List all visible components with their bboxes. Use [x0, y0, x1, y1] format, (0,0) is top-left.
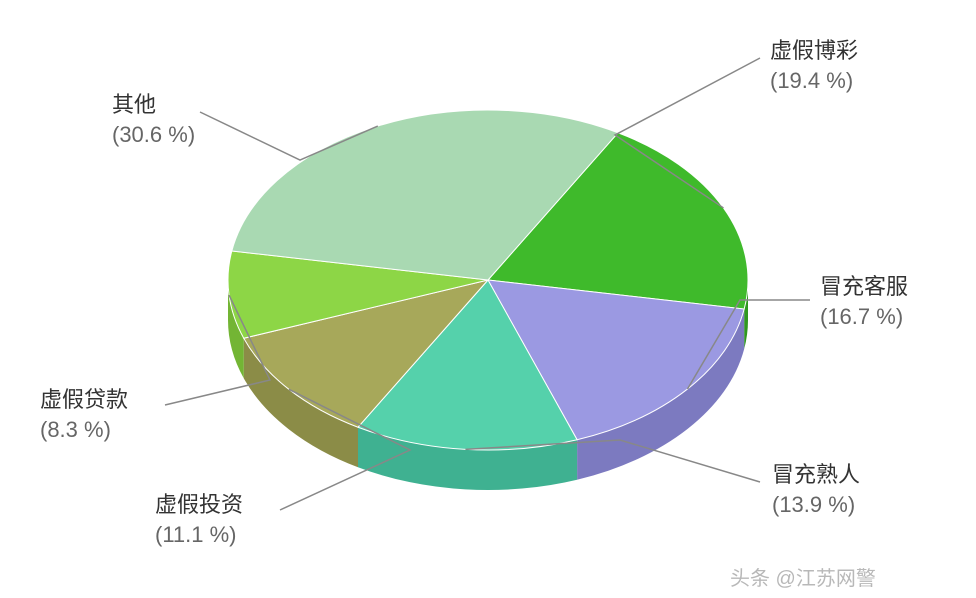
slice-label-name: 虚假博彩 — [770, 36, 858, 66]
slice-label-name: 冒充客服 — [820, 272, 908, 302]
slice-label-pct: (13.9 %) — [772, 490, 860, 520]
slice-label: 其他(30.6 %) — [112, 90, 195, 149]
slice-label-name: 虚假投资 — [155, 490, 243, 520]
slice-label: 虚假投资(11.1 %) — [155, 490, 243, 549]
slice-label-pct: (8.3 %) — [40, 415, 128, 445]
slice-label-name: 其他 — [112, 90, 195, 120]
slice-label-name: 虚假贷款 — [40, 385, 128, 415]
slice-label-pct: (19.4 %) — [770, 66, 858, 96]
slice-label-pct: (11.1 %) — [155, 520, 243, 550]
slice-label: 虚假贷款(8.3 %) — [40, 385, 128, 444]
pie-chart-3d: 虚假博彩(19.4 %) 冒充客服(16.7 %) 冒充熟人(13.9 %) 虚假投资… — [0, 0, 976, 598]
slice-label: 冒充客服(16.7 %) — [820, 272, 908, 331]
slice-label: 冒充熟人(13.9 %) — [772, 460, 860, 519]
slice-label: 虚假博彩(19.4 %) — [770, 36, 858, 95]
slice-label-pct: (30.6 %) — [112, 120, 195, 150]
watermark-text: 头条 @江苏网警 — [730, 562, 876, 591]
slice-label-name: 冒充熟人 — [772, 460, 860, 490]
slice-label-pct: (16.7 %) — [820, 302, 908, 332]
